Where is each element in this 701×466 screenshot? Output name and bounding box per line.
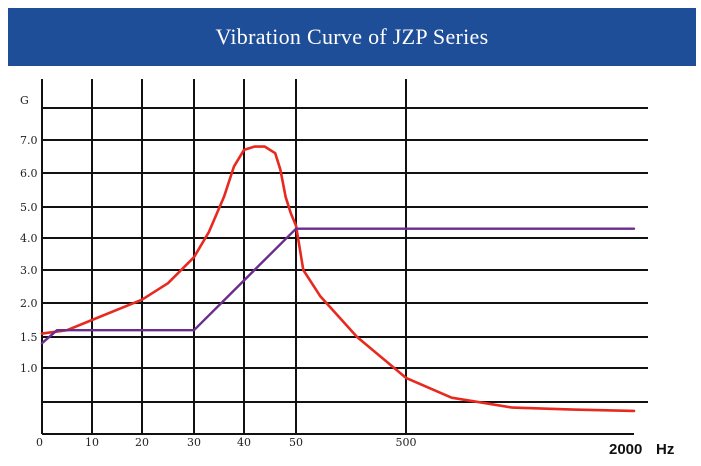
limit-line: [40, 227, 636, 345]
x-tick-label: 20: [135, 436, 149, 449]
y-tick-label: 1.0: [20, 362, 38, 375]
x-tick-label: 40: [237, 436, 251, 449]
x-tick-label: 30: [187, 436, 201, 449]
vertical-grid: [41, 79, 407, 434]
y-tick-labels: 1.0 1.5 2.0 3.0 4.0 5.0 6.0 7.0: [20, 134, 38, 375]
chart-title-banner: Vibration Curve of JZP Series: [8, 8, 696, 66]
x-tick-label: 10: [85, 436, 99, 449]
y-tick-label: 1.5: [20, 331, 38, 344]
horizontal-grid: [42, 107, 648, 435]
y-tick-label: 7.0: [20, 134, 38, 147]
x-tick-label: 50: [289, 436, 303, 449]
x-unit-label: Hz: [656, 441, 674, 458]
y-tick-label: 2.0: [20, 297, 38, 310]
y-axis-label: G: [20, 94, 29, 107]
x-tick-labels: 0 10 20 30 40 50 500: [36, 436, 417, 449]
y-tick-label: 6.0: [20, 167, 38, 180]
x-end-label: 2000: [609, 441, 642, 458]
y-tick-label: 3.0: [20, 264, 38, 277]
resonance-curve-line: [40, 145, 636, 413]
series-layer: [40, 145, 636, 413]
y-tick-label: 5.0: [20, 201, 38, 214]
x-tick-label: 500: [396, 436, 417, 449]
y-tick-label: 4.0: [20, 232, 38, 245]
x-tick-label: 0: [36, 436, 43, 449]
chart-title: Vibration Curve of JZP Series: [215, 24, 489, 49]
